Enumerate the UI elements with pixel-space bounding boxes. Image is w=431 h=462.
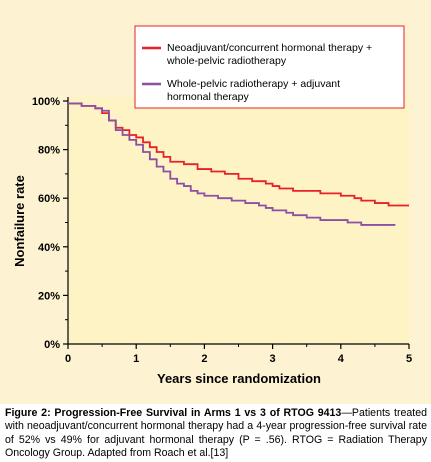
x-tick-label: 5 [406,353,412,365]
x-tick-label: 4 [338,353,345,365]
x-axis-title: Years since randomization [157,371,321,386]
axes: 0% 20% 40% 60% 80% 100% 0 1 2 3 4 5 [32,96,412,365]
caption-body: —Patients treated with neoadjuvant/concu… [5,407,427,460]
legend-label-neoadjuvant-line1: Neoadjuvant/concurrent hormonal therapy … [167,42,372,54]
series-line-adjuvant [68,102,396,226]
y-tick-label: 20% [38,290,60,302]
series-line-neoadjuvant [68,102,409,207]
legend: Neoadjuvant/concurrent hormonal therapy … [134,25,405,109]
x-tick-label: 3 [270,353,276,365]
x-tick-label: 0 [65,353,71,365]
legend-label-adjuvant-line2: hormonal therapy [167,91,249,103]
legend-label-neoadjuvant-line2: whole-pelvic radiotherapy [166,55,287,67]
x-tick-label: 2 [201,353,207,365]
y-tick-label: 80% [38,145,60,157]
x-tick-label: 1 [133,353,139,365]
plot-area [68,97,409,344]
y-tick-label: 40% [38,242,60,254]
legend-label-adjuvant-line1: Whole-pelvic radiotherapy + adjuvant [167,78,340,90]
survival-chart: 0% 20% 40% 60% 80% 100% 0 1 2 3 4 5 Nonfailure rate… [12,25,412,386]
figure-caption: Figure 2: Progression-Free Survival in A… [0,404,431,462]
series-layer [68,102,409,226]
caption-title: Figure 2: Progression-Free Survival in A… [5,407,342,419]
y-tick-label: 0% [44,339,60,351]
y-tick-label: 100% [32,96,60,108]
legend-box [134,25,405,109]
y-tick-label: 60% [38,193,60,205]
y-axis-title: Nonfailure rate [12,175,27,267]
